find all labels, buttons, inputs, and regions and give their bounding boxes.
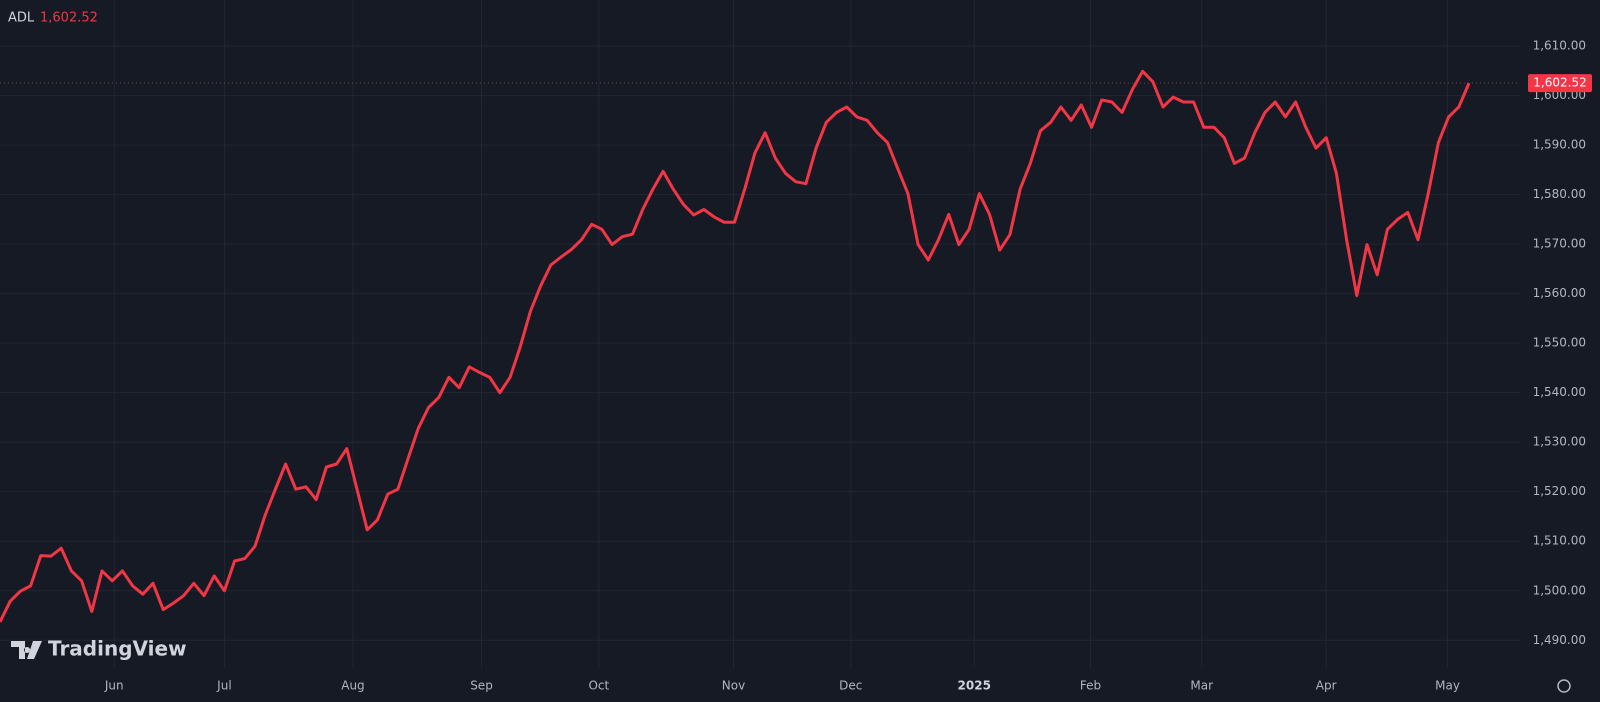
y-tick-label: 1,510.00 [1533,534,1586,548]
price-tag [1528,74,1592,93]
y-tick-label: 1,560.00 [1533,286,1586,300]
x-tick-label: Mar [1190,679,1213,693]
x-tick-label: Aug [341,679,364,693]
grid [0,0,1520,668]
y-tick-label: 1,540.00 [1533,385,1586,399]
y-tick-label: 1,610.00 [1533,39,1586,53]
y-tick-label: 1,490.00 [1533,633,1586,647]
x-tick-label: 2025 [958,679,991,693]
legend-name: ADL [8,11,35,26]
plot [0,69,1520,623]
x-tick-label: Jun [104,679,124,693]
y-tick-label: 1,530.00 [1533,435,1586,449]
watermark-text: TradingView [48,637,187,661]
logo-icon [11,641,42,659]
y-tick-label: 1,520.00 [1533,484,1586,498]
y-tick-label: 1,590.00 [1533,138,1586,152]
x-tick-label: Nov [722,679,745,693]
legend-value: 1,602.52 [40,11,98,26]
x-tick-label: Jul [216,679,231,693]
x-tick-label: Feb [1080,679,1101,693]
price-tag-label: 1,602.52 [1533,76,1586,90]
x-tick-label: Sep [470,679,493,693]
x-tick-label: Apr [1316,679,1337,693]
y-tick-label: 1,570.00 [1533,237,1586,251]
y-tick-label: 1,550.00 [1533,336,1586,350]
watermark: TradingView [11,637,187,661]
y-tick-label: 1,500.00 [1533,583,1586,597]
x-tick-label: Oct [588,679,609,693]
y-tick-label: 1,580.00 [1533,187,1586,201]
line-series [0,69,1471,623]
x-tick-label: May [1435,679,1460,693]
x-tick-label: Dec [839,679,862,693]
settings-icon[interactable] [1557,679,1571,693]
